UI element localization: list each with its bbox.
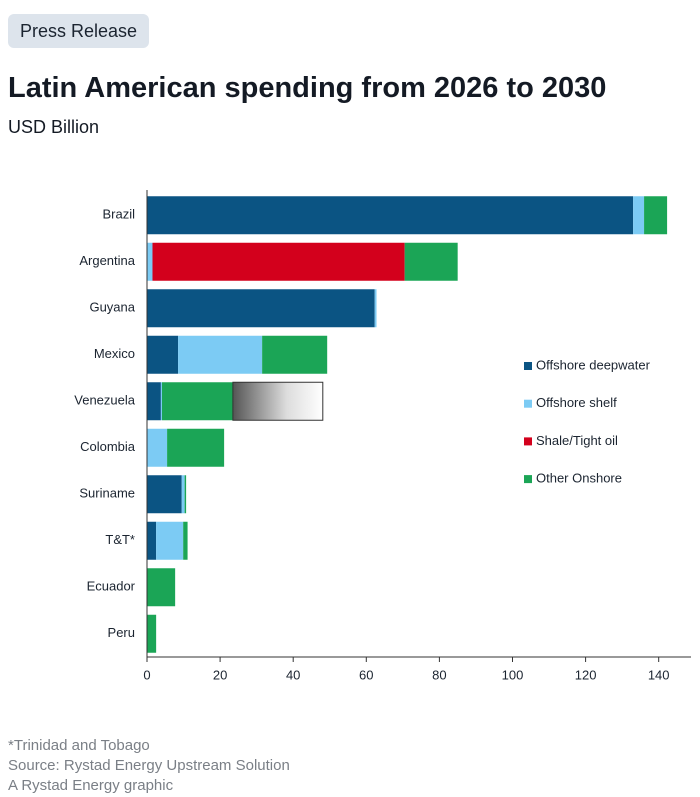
x-tick-label: 20 (213, 667, 227, 682)
chart-title: Latin American spending from 2026 to 203… (8, 72, 607, 104)
y-tick-label: T&T* (105, 532, 135, 547)
bar-segment (374, 289, 377, 328)
bar-segment (147, 614, 157, 653)
bar-segment (147, 428, 168, 467)
notes: *Trinidad and Tobago Source: Rystad Energ… (8, 736, 290, 796)
bar-segment (160, 382, 162, 421)
y-tick-label: Guyana (89, 300, 135, 315)
bar-segment (232, 381, 324, 421)
chart: 0 20 40 60 80 100 120 140 Brazil Argentina Guyana M… (74, 190, 691, 682)
y-tick-label: Colombia (80, 439, 136, 454)
x-tick-label: 140 (648, 667, 670, 682)
y-tick-label: Mexico (94, 346, 135, 361)
legend-label: Other Onshore (536, 471, 622, 486)
bar-segment (152, 242, 405, 281)
bar-segment (262, 335, 328, 374)
bar-segment (181, 475, 185, 514)
x-tick-label: 80 (432, 667, 446, 682)
bar-segment (156, 521, 184, 560)
bar-segment (167, 428, 225, 467)
bar-segment (184, 475, 187, 514)
y-tick-label: Venezuela (74, 393, 135, 408)
y-tick-label: Argentina (79, 253, 135, 268)
legend-swatch (524, 437, 532, 446)
y-tick-label: Suriname (79, 486, 135, 501)
legend-swatch (524, 362, 532, 370)
note: A Rystad Energy graphic (8, 777, 174, 794)
x-tick-label: 120 (575, 667, 597, 682)
bar-segment (633, 196, 645, 235)
legend-swatch (524, 475, 532, 484)
badge: Press Release (8, 14, 150, 48)
note: Source: Rystad Energy Upstream Solution (8, 757, 290, 774)
bar-segment (147, 289, 375, 328)
bar-segment (147, 382, 161, 421)
x-tick-label: 0 (143, 667, 150, 682)
x-tick-label: 60 (359, 667, 373, 682)
bar-segment (147, 475, 182, 514)
y-tick-label: Peru (108, 625, 135, 640)
legend-label: Offshore shelf (536, 395, 617, 410)
x-tick-label: 40 (286, 667, 300, 682)
y-tick-label: Ecuador (87, 579, 136, 594)
bar-segment (404, 242, 458, 281)
y-tick-label: Brazil (102, 207, 135, 222)
note: *Trinidad and Tobago (8, 737, 150, 754)
bar-segment (178, 335, 263, 374)
legend-label: Offshore deepwater (536, 357, 651, 372)
bar-segment (147, 521, 157, 560)
bar-segment (183, 521, 188, 560)
bar-segment (161, 382, 233, 421)
x-tick-label: 100 (502, 667, 524, 682)
bar-segment (147, 196, 634, 235)
chart-subtitle: USD Billion (8, 117, 100, 137)
bar-segment (147, 335, 179, 374)
legend-label: Shale/Tight oil (536, 433, 618, 448)
bar-segment (147, 568, 176, 607)
bar-segment (644, 196, 668, 235)
bar-segment (147, 242, 153, 281)
legend-swatch (524, 399, 532, 408)
